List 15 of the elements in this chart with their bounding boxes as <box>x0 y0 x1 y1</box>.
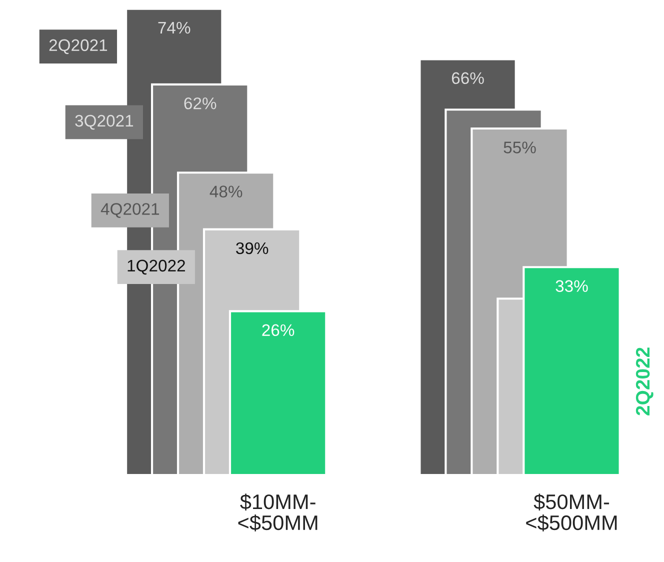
data-label: 55% <box>504 142 536 154</box>
data-label: 74% <box>158 22 190 34</box>
series-label: 4Q2021 <box>100 203 160 218</box>
data-label: 48% <box>210 186 242 198</box>
series-label: 3Q2021 <box>75 114 134 130</box>
data-label: 26% <box>262 324 294 336</box>
data-label: 66% <box>452 72 484 84</box>
x-tick-label: $10MM- <$50MM <box>238 494 318 532</box>
text: 2Q2022 <box>636 348 654 416</box>
data-label: 39% <box>236 242 268 254</box>
data-label: 33% <box>556 280 588 292</box>
data-label: 62% <box>184 97 216 110</box>
series-label: 2Q2021 <box>49 39 108 54</box>
x-tick-label: $50MM- <$500MM <box>526 494 617 532</box>
series-label: 1Q2022 <box>128 260 185 275</box>
